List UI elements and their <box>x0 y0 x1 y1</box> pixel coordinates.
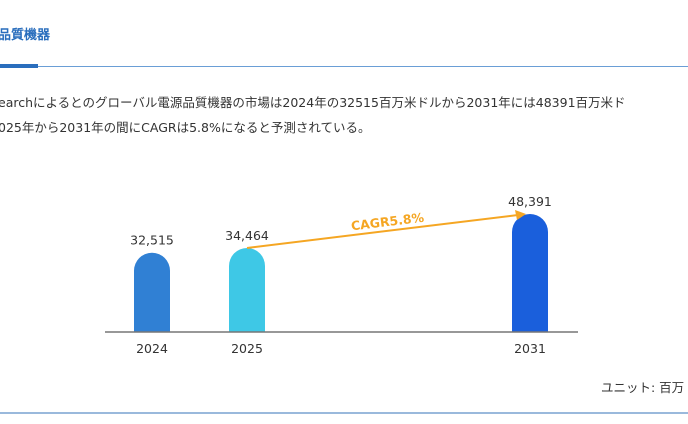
bar-2025 <box>229 247 265 332</box>
x-tick-2025: 2025 <box>231 341 263 356</box>
unit-label: ユニット: 百万 <box>601 380 685 395</box>
bar-2031 <box>512 214 548 332</box>
section-title: 品質機器 <box>0 28 51 43</box>
title-divider <box>0 66 688 67</box>
description-line-1: earchによるとのグローバル電源品質機器の市場は2024年の32515百万米ド… <box>0 95 626 110</box>
value-label-2025: 34,464 <box>225 228 269 243</box>
cagr-arrow <box>246 214 519 249</box>
value-label-2031: 48,391 <box>508 194 552 209</box>
cagr-label: CAGR5.8% <box>350 210 425 234</box>
cagr-arrowhead-icon <box>515 210 526 220</box>
x-tick-2031: 2031 <box>514 341 546 356</box>
description-line-2: 025年から2031年の間にCAGRは5.8%になると予測されている。 <box>0 120 371 135</box>
bottom-divider <box>0 412 688 414</box>
x-tick-2024: 2024 <box>136 341 168 356</box>
value-label-2024: 32,515 <box>130 233 174 248</box>
bar-2024 <box>134 252 170 332</box>
title-underline-accent <box>0 64 38 68</box>
